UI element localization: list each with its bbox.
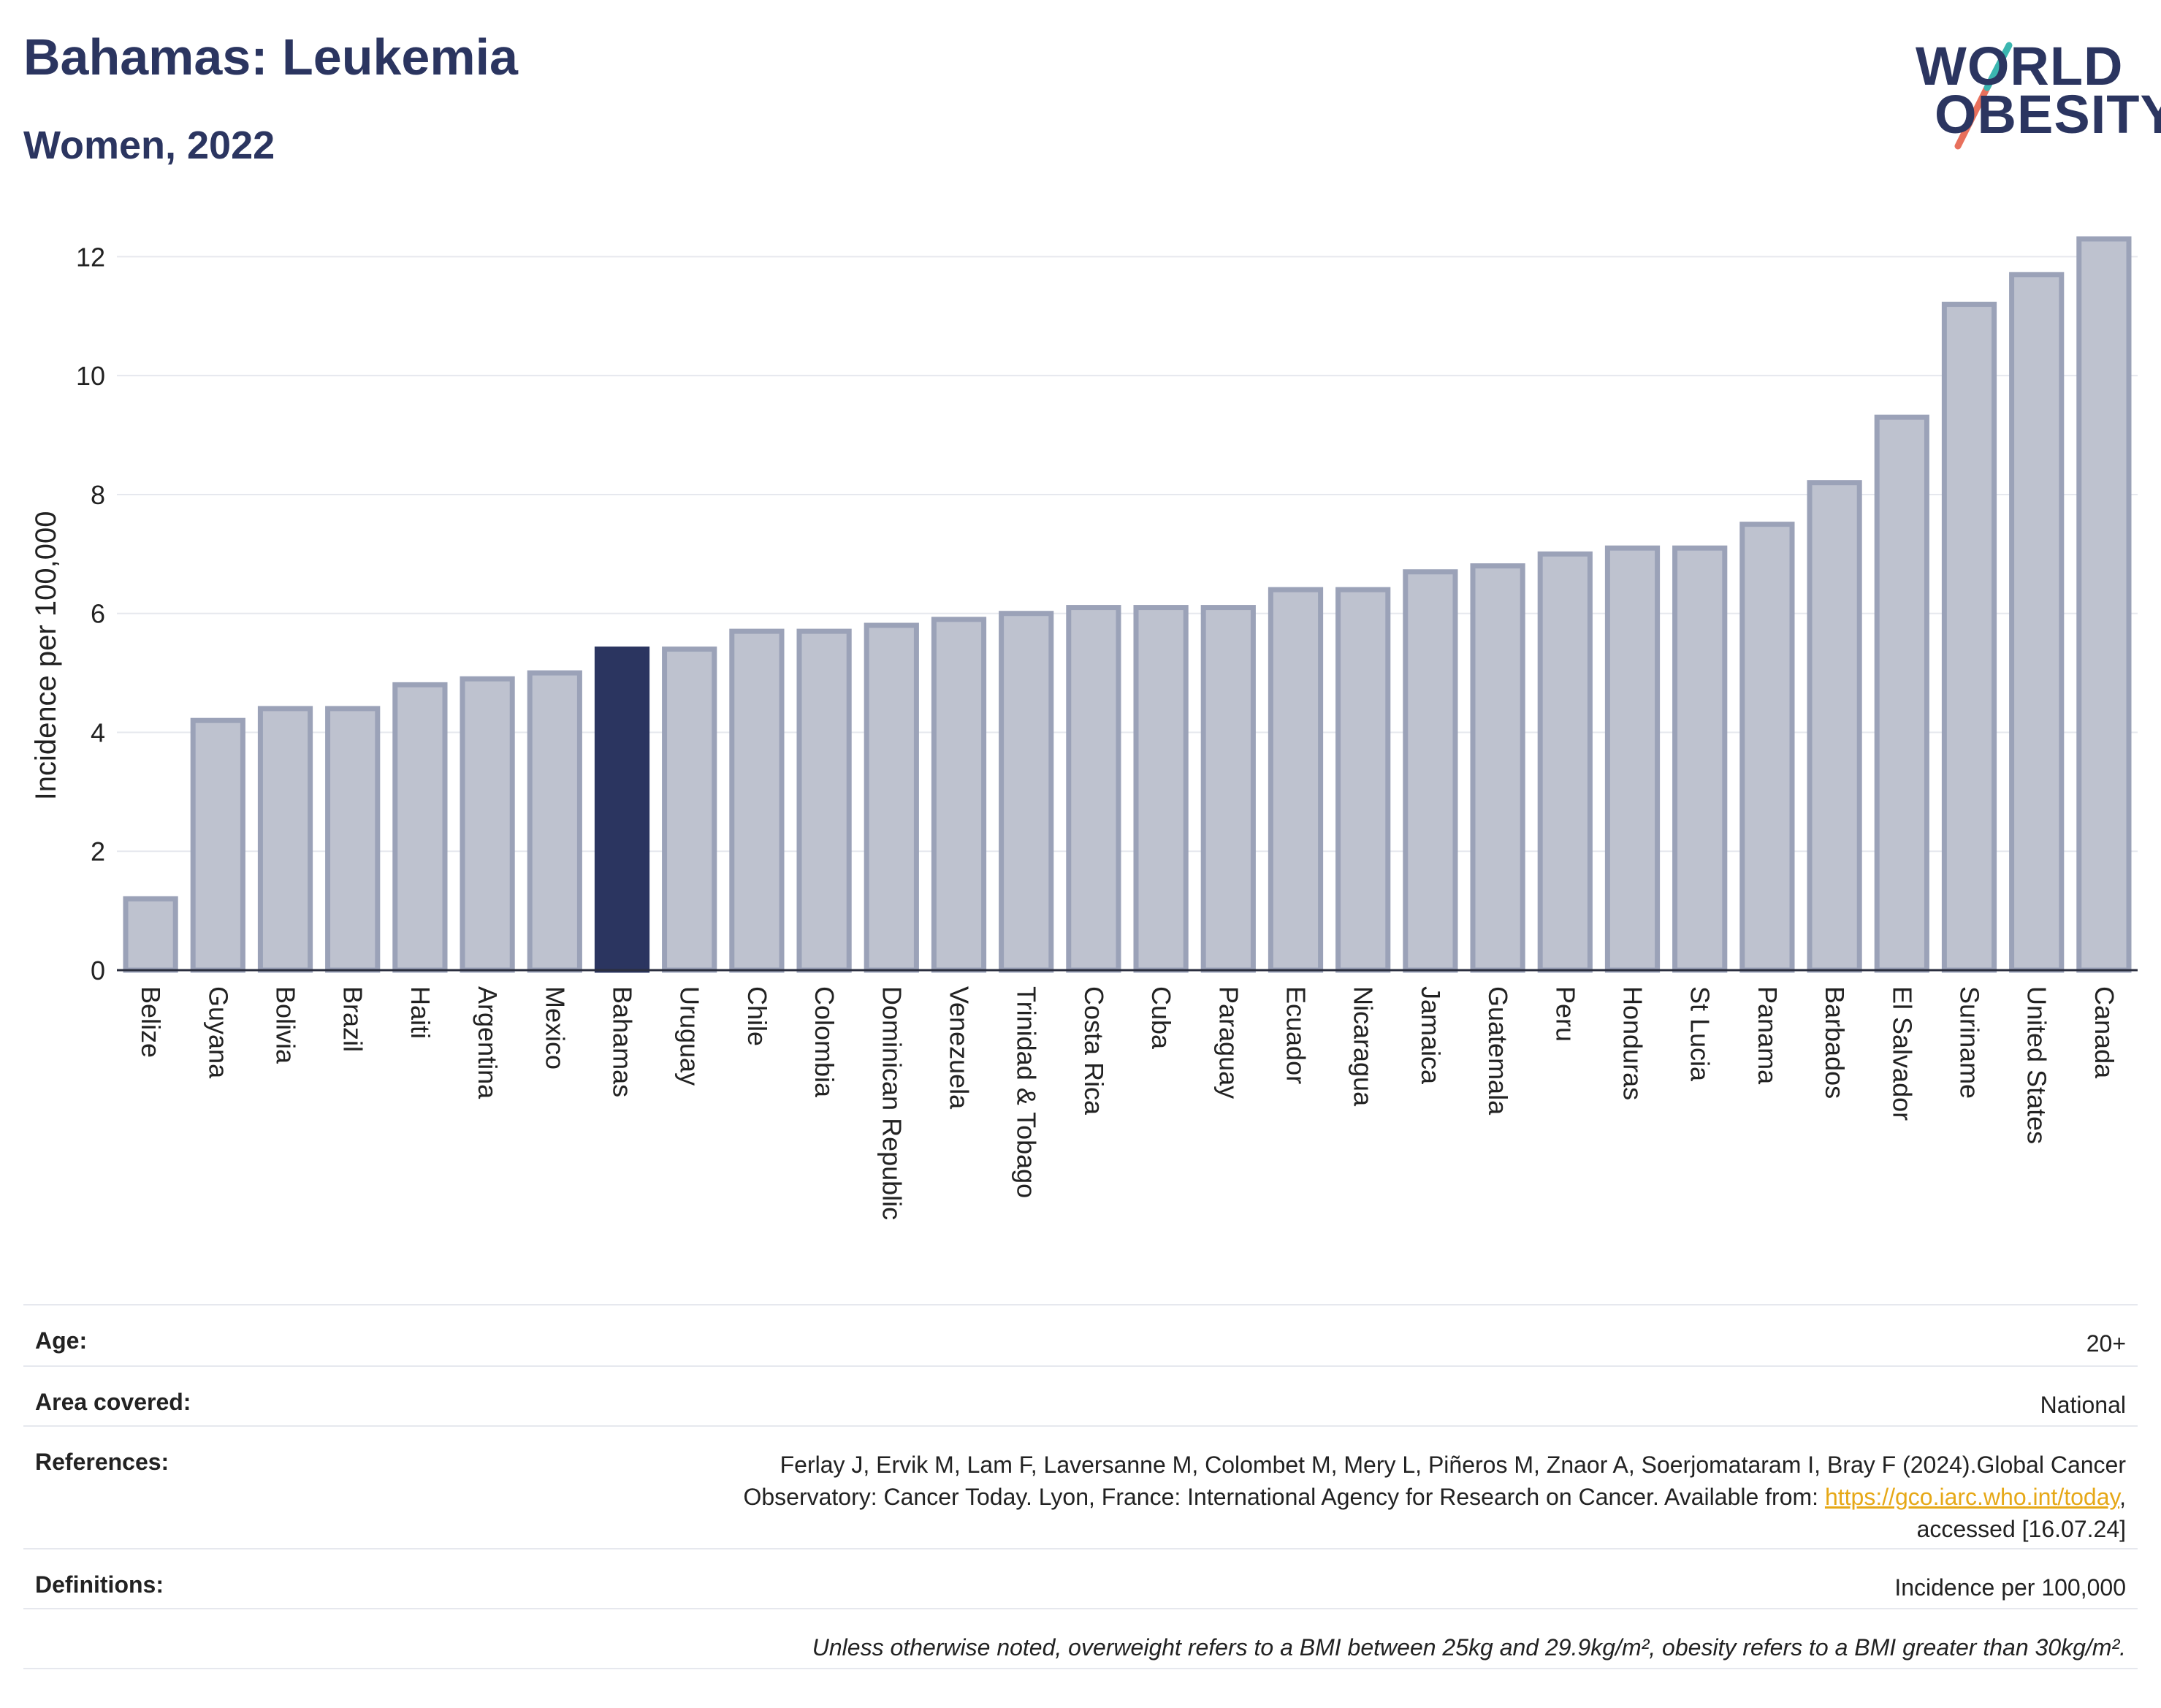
y-axis-title: Incidence per 100,000 [30,511,62,801]
x-tick-label: Paraguay [1213,986,1243,1099]
x-tick-label: Bolivia [271,986,301,1064]
x-tick-label: Costa Rica [1079,986,1109,1116]
logo-slash-icon [1954,42,2013,150]
references-line-3: accessed [16.07.24] [1916,1516,2126,1542]
bmi-note: Unless otherwise noted, overweight refer… [812,1634,2126,1661]
bar-guatemala [1470,563,1525,973]
x-tick-label: El Salvador [1887,986,1917,1121]
x-tick-label: Honduras [1618,986,1648,1100]
x-tick-label: Canada [2089,986,2119,1079]
references-line-2-end: , [2119,1484,2126,1510]
x-tick-label: Peru [1550,986,1580,1042]
meta-row-references: References: Ferlay J, Ervik M, Lam F, La… [23,1425,2138,1548]
age-value: 20+ [2086,1330,2126,1357]
x-tick-label: Nicaragua [1349,986,1379,1107]
x-tick-label: Brazil [338,986,368,1052]
references-line-2: Observatory: Cancer Today. Lyon, France:… [743,1484,1825,1510]
y-tick-label: 12 [76,242,105,272]
meta-row-note: Unless otherwise noted, overweight refer… [23,1608,2138,1669]
x-tick-label: Dominican Republic [877,986,907,1220]
x-tick-label: Bahamas [608,986,638,1097]
x-tick-label: United States [2022,986,2052,1144]
area-label: Area covered: [35,1389,191,1415]
bar-peru [1537,551,1593,973]
page-title: Bahamas: Leukemia [23,28,518,85]
y-tick-label: 6 [91,599,105,629]
x-tick-label: Suriname [1955,986,1985,1099]
references-label: References: [35,1449,169,1475]
x-tick-label: Guyana [203,986,233,1079]
bar-guyana [190,717,245,973]
y-tick-label: 2 [91,836,105,866]
references-link[interactable]: https://gco.iarc.who.int/today [1824,1484,2120,1510]
area-value: National [2040,1392,2126,1418]
age-label: Age: [35,1327,88,1354]
x-tick-label: Guatemala [1483,986,1513,1116]
bar-paraguay [1200,605,1256,973]
x-tick-label: Ecuador [1281,986,1311,1084]
bar-haiti [392,682,448,973]
bar-colombia [796,628,852,973]
bar-argentina [460,676,515,973]
definitions-label: Definitions: [35,1571,164,1598]
bar-honduras [1604,545,1661,973]
definitions-value: Incidence per 100,000 [1894,1574,2126,1601]
logo-line-2: OBESITY [1935,84,2161,145]
x-tick-label: Argentina [473,986,503,1099]
bar-belize [123,896,178,973]
metadata-table: Age: 20+ Area covered: National Referenc… [23,1304,2138,1669]
bar-barbados [1807,480,1862,973]
bar-bolivia [257,706,313,973]
bar-suriname [1941,302,1997,973]
meta-row-definitions: Definitions: Incidence per 100,000 [23,1548,2138,1608]
x-tick-label: Uruguay [675,986,705,1086]
x-tick-label: Haiti [405,986,435,1039]
bar-cuba [1133,605,1189,973]
x-tick-label: Barbados [1820,986,1850,1099]
bar-venezuela [931,617,987,973]
bar-trinidad-tobago [999,611,1054,973]
bar-ecuador [1268,587,1324,973]
bar-panama [1739,522,1795,973]
bar-united-states [2009,272,2065,973]
logo-line-1: WORLD [1916,36,2124,96]
references-value: Ferlay J, Ervik M, Lam F, Laversanne M, … [743,1449,2126,1545]
x-tick-label: Panama [1753,986,1783,1085]
bar-canada [2076,236,2132,973]
bar-bahamas [594,647,650,973]
x-tick-label: Cuba [1146,986,1176,1050]
bar-chart: 0 2 4 6 8 10 12 Incidence per 100,000 Belize Guya… [30,236,2138,1220]
meta-row-area: Area covered: National [23,1365,2138,1425]
bar-jamaica [1403,569,1458,973]
x-tick-label: Chile [742,986,772,1046]
bar-chile [729,628,785,973]
x-tick-label: Jamaica [1416,986,1446,1085]
bar-mexico [527,670,582,973]
x-tick-label: Colombia [809,986,839,1098]
x-tick-label: St Lucia [1685,986,1715,1082]
x-tick-label: Mexico [540,986,570,1070]
page-subtitle: Women, 2022 [23,123,275,167]
bar-brazil [325,706,381,973]
y-tick-label: 4 [91,717,105,747]
bar-el-salvador [1874,414,1929,973]
y-tick-label: 0 [91,956,105,985]
bar-dominican-republic [864,622,919,973]
y-tick-label: 8 [91,480,105,510]
bar-costa-rica [1066,605,1121,973]
y-tick-label: 10 [76,361,105,391]
world-obesity-logo: WORLD OBESITY [1907,29,2161,153]
x-tick-label: Belize [136,986,166,1058]
bar-nicaragua [1335,587,1391,973]
x-tick-label: Trinidad & Tobago [1012,986,1042,1198]
bar-uruguay [662,647,717,973]
references-line-1: Ferlay J, Ervik M, Lam F, Laversanne M, … [780,1452,2126,1478]
bar-st-lucia [1672,545,1728,973]
x-tick-label: Venezuela [945,986,975,1110]
meta-row-age: Age: 20+ [23,1304,2138,1365]
